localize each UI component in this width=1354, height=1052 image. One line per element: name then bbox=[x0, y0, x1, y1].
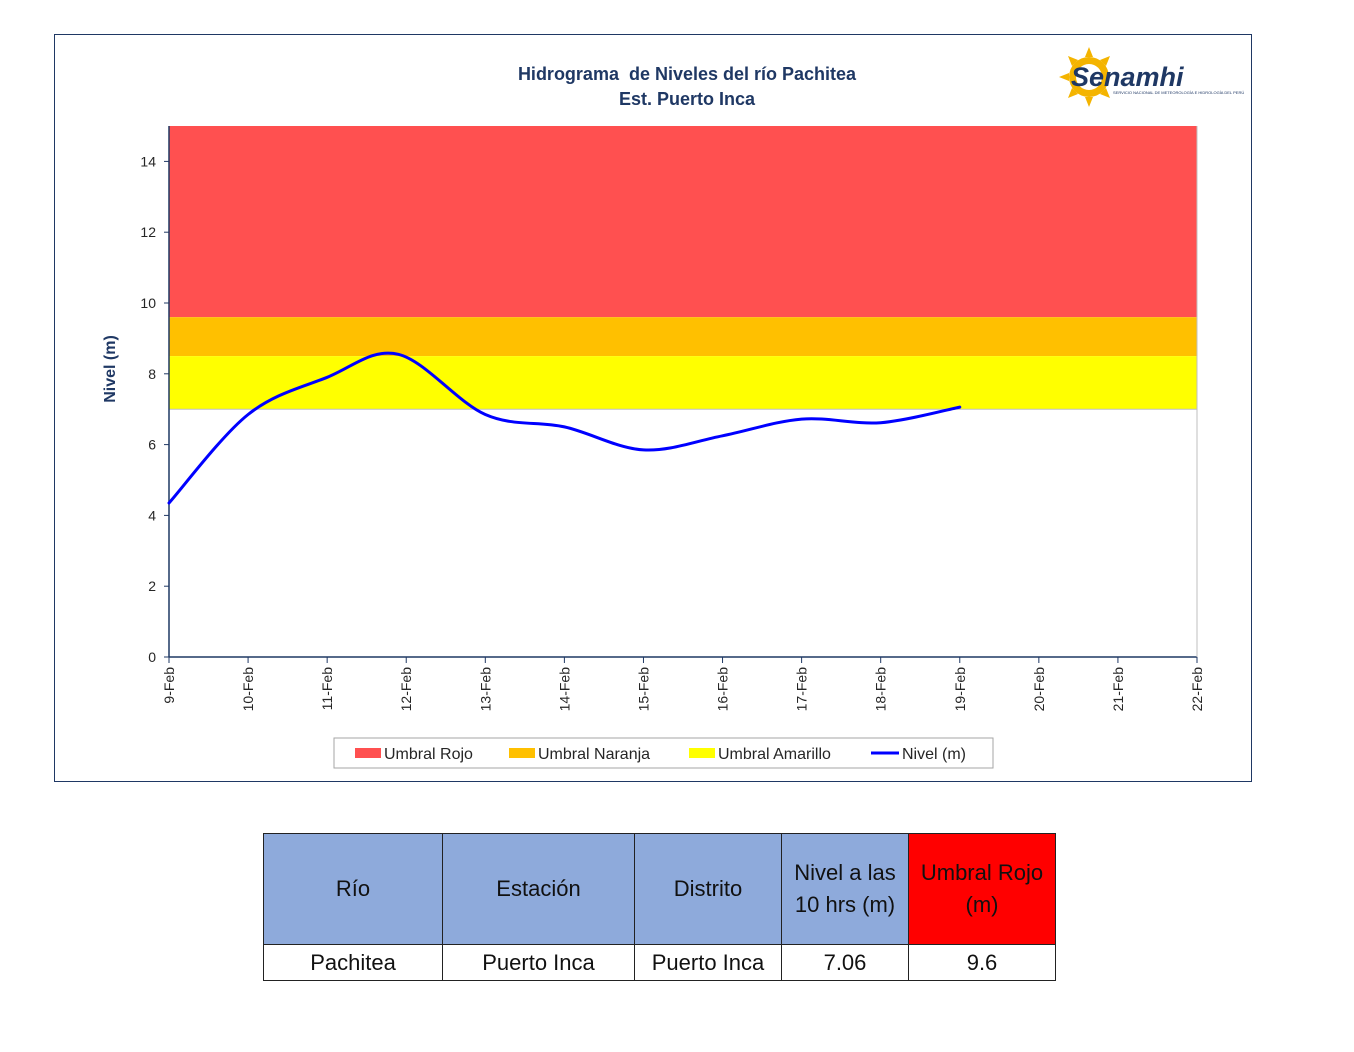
y-tick-label: 0 bbox=[148, 649, 156, 665]
band-umbral-naranja bbox=[169, 317, 1197, 357]
y-tick-label: 6 bbox=[148, 437, 156, 453]
senamhi-logo: Senamhi SERVICIO NACIONAL DE METEOROLOGÍ… bbox=[1059, 47, 1244, 107]
legend-swatch-rojo bbox=[355, 748, 381, 758]
header-nivel-10hrs: Nivel a las 10 hrs (m) bbox=[781, 833, 909, 945]
x-tick-label: 16-Feb bbox=[715, 667, 731, 712]
header-umbral-rojo: Umbral Rojo (m) bbox=[908, 833, 1056, 945]
cell-estacion: Puerto Inca bbox=[442, 944, 635, 981]
x-tick-label: 18-Feb bbox=[873, 667, 889, 712]
x-tick-label: 13-Feb bbox=[477, 667, 493, 712]
y-tick-label: 2 bbox=[148, 578, 156, 594]
hydrograph-chart: 0 2 4 6 8 10 12 14 9-Feb 10-Feb 11-Feb 12-Feb 13-Fe… bbox=[102, 47, 1244, 769]
x-tick-label: 14-Feb bbox=[556, 667, 572, 712]
cell-nivel: 7.06 bbox=[781, 944, 909, 981]
x-tick-label: 12-Feb bbox=[398, 667, 414, 712]
y-tick-label: 14 bbox=[140, 153, 156, 169]
station-info-table: Río Estación Distrito Nivel a las 10 hrs… bbox=[263, 833, 1056, 981]
header-estacion: Estación bbox=[442, 833, 635, 945]
y-ticks: 0 2 4 6 8 10 12 14 bbox=[140, 153, 169, 665]
legend-swatch-amarillo bbox=[689, 748, 715, 758]
logo-tagline: SERVICIO NACIONAL DE METEOROLOGÍA E HIDR… bbox=[1113, 90, 1244, 95]
x-tick-label: 10-Feb bbox=[240, 667, 256, 712]
chart-title: Hidrograma de Niveles del río Pachitea bbox=[518, 64, 857, 84]
x-tick-label: 19-Feb bbox=[952, 667, 968, 712]
legend-swatch-naranja bbox=[509, 748, 535, 758]
x-tick-label: 21-Feb bbox=[1110, 667, 1126, 712]
table-header-row: Río Estación Distrito Nivel a las 10 hrs… bbox=[263, 833, 1056, 945]
table-row: Pachitea Puerto Inca Puerto Inca 7.06 9.… bbox=[263, 944, 1056, 981]
x-tick-label: 20-Feb bbox=[1031, 667, 1047, 712]
series-line-nivel bbox=[167, 351, 962, 505]
x-tick-label: 15-Feb bbox=[635, 667, 651, 712]
chart-container: 0 2 4 6 8 10 12 14 9-Feb 10-Feb 11-Feb 12-Feb 13-Fe… bbox=[54, 34, 1252, 782]
x-tick-label: 17-Feb bbox=[794, 667, 810, 712]
cell-rio: Pachitea bbox=[263, 944, 443, 981]
header-rio: Río bbox=[263, 833, 443, 945]
x-tick-label: 11-Feb bbox=[319, 667, 335, 711]
x-ticks: 9-Feb 10-Feb 11-Feb 12-Feb 13-Feb 14-Feb 15-Fe… bbox=[161, 657, 1205, 711]
legend-label-nivel: Nivel (m) bbox=[902, 746, 966, 763]
y-tick-label: 10 bbox=[140, 295, 156, 311]
legend-label-amarillo: Umbral Amarillo bbox=[718, 746, 831, 763]
axes bbox=[168, 126, 1198, 658]
y-axis-label: Nivel (m) bbox=[102, 335, 119, 403]
y-tick-label: 4 bbox=[148, 507, 156, 523]
sun-icon bbox=[1059, 47, 1110, 107]
y-tick-label: 12 bbox=[140, 224, 156, 240]
cell-distrito: Puerto Inca bbox=[634, 944, 782, 981]
x-tick-label: 22-Feb bbox=[1189, 667, 1205, 712]
y-tick-label: 8 bbox=[148, 366, 156, 382]
threshold-bands bbox=[169, 126, 1197, 410]
band-umbral-rojo bbox=[169, 126, 1197, 318]
band-umbral-amarillo bbox=[169, 356, 1197, 410]
legend-label-naranja: Umbral Naranja bbox=[538, 746, 650, 763]
cell-umbral-rojo: 9.6 bbox=[908, 944, 1056, 981]
logo-text: Senamhi bbox=[1071, 62, 1184, 92]
legend-label-rojo: Umbral Rojo bbox=[384, 746, 473, 763]
legend: Umbral Rojo Umbral Naranja Umbral Amaril… bbox=[333, 737, 994, 769]
x-tick-label: 9-Feb bbox=[161, 667, 177, 704]
series bbox=[167, 351, 962, 505]
chart-subtitle: Est. Puerto Inca bbox=[619, 89, 756, 109]
header-distrito: Distrito bbox=[634, 833, 782, 945]
